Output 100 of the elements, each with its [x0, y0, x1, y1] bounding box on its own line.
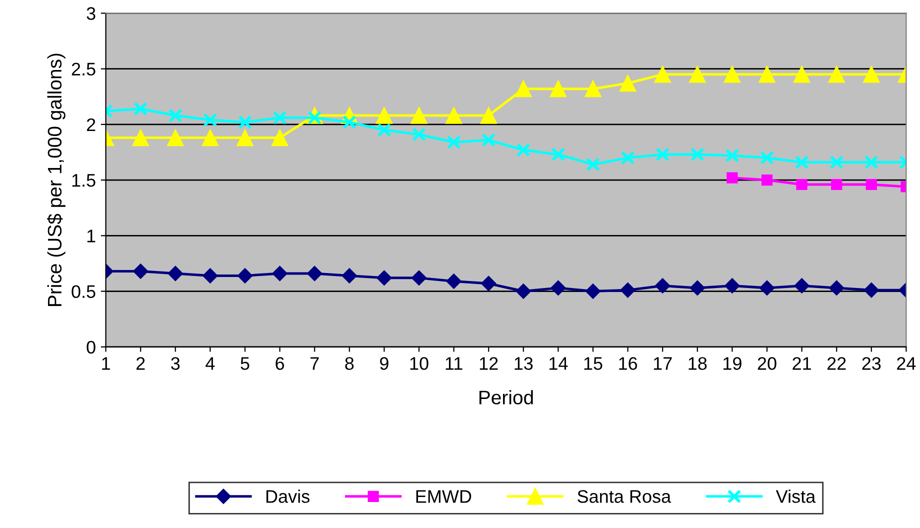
- x-tick-label: 12: [480, 357, 498, 370]
- x-tick-label: 16: [619, 357, 638, 370]
- point: [446, 135, 461, 150]
- x-tick-label: 13: [514, 357, 533, 370]
- legend-label: Santa Rosa: [578, 490, 672, 503]
- y-tick-label: 3: [86, 7, 96, 20]
- point: [794, 278, 810, 294]
- x-tick-label: 7: [310, 357, 319, 370]
- point: [550, 80, 567, 98]
- point: [202, 268, 218, 284]
- point: [272, 266, 288, 282]
- point: [376, 107, 393, 124]
- point: [445, 107, 462, 124]
- point: [725, 148, 740, 163]
- point: [238, 115, 252, 130]
- x-tick-label: 24: [897, 357, 916, 370]
- point: [726, 172, 738, 184]
- point: [551, 148, 566, 162]
- point: [689, 66, 706, 83]
- x-tick-label: 18: [688, 357, 707, 370]
- point: [480, 107, 497, 124]
- point: [794, 155, 809, 170]
- point: [620, 282, 636, 298]
- point: [656, 148, 670, 162]
- x-tick-label: 22: [827, 357, 846, 370]
- point: [307, 266, 322, 282]
- x-tick-label: 19: [724, 357, 742, 370]
- point: [793, 66, 810, 83]
- x-tick-label: 10: [410, 357, 428, 370]
- point: [410, 107, 428, 124]
- point: [655, 278, 670, 294]
- x-tick-label: 3: [171, 357, 180, 370]
- y-tick-label: 0: [86, 340, 96, 354]
- point: [412, 127, 426, 142]
- point: [866, 178, 877, 190]
- point: [724, 66, 741, 83]
- point: [132, 129, 149, 146]
- point: [690, 148, 704, 162]
- point: [446, 274, 462, 289]
- point: [134, 102, 148, 116]
- x-axis-title: Period: [479, 390, 533, 404]
- point: [376, 270, 392, 286]
- point: [515, 80, 532, 98]
- y-tick-label: 1.5: [72, 174, 96, 187]
- point: [619, 74, 636, 92]
- x-tick-label: 15: [584, 357, 602, 370]
- point: [202, 129, 219, 146]
- x-tick-label: 11: [446, 357, 462, 370]
- x-tick-label: 1: [102, 357, 110, 370]
- point: [758, 66, 776, 83]
- point: [342, 268, 357, 284]
- point: [516, 143, 530, 157]
- point: [796, 178, 808, 190]
- point: [203, 113, 218, 127]
- point: [168, 108, 182, 122]
- x-tick-label: 6: [276, 357, 284, 370]
- y-axis-title: Price (US$ per 1,000 gallons): [46, 54, 66, 306]
- point: [236, 129, 254, 146]
- point: [759, 280, 775, 296]
- point: [724, 278, 740, 294]
- point: [550, 280, 566, 296]
- x-tick-label: 9: [380, 357, 388, 370]
- point: [829, 280, 844, 296]
- point: [830, 155, 844, 170]
- point: [760, 150, 774, 165]
- point: [271, 129, 288, 146]
- point: [272, 110, 287, 125]
- y-tick-label: 2: [86, 118, 96, 131]
- y-tick-label: 1: [87, 230, 96, 242]
- point: [761, 174, 773, 186]
- x-tick-label: 8: [345, 357, 354, 370]
- point: [864, 282, 879, 298]
- point: [516, 284, 531, 299]
- point: [863, 66, 880, 83]
- point: [411, 270, 427, 286]
- point: [864, 155, 878, 170]
- x-tick-label: 5: [240, 357, 250, 370]
- point: [584, 80, 602, 98]
- x-tick-label: 23: [862, 357, 881, 370]
- point: [482, 133, 496, 147]
- point: [585, 284, 601, 299]
- y-tick-label: 2.5: [72, 62, 96, 76]
- point: [167, 129, 184, 146]
- x-tick-label: 14: [550, 357, 568, 370]
- point: [481, 276, 496, 292]
- point: [831, 178, 842, 190]
- y-tick-label: 0.5: [72, 285, 96, 298]
- point: [133, 264, 148, 279]
- point: [377, 123, 392, 137]
- point: [654, 66, 671, 83]
- point: [828, 66, 845, 83]
- legend-label: Vista: [776, 490, 816, 503]
- legend-label: Davis: [266, 490, 310, 503]
- point: [586, 158, 600, 172]
- point: [690, 280, 705, 296]
- x-tick-label: 20: [758, 357, 776, 370]
- point: [620, 150, 635, 165]
- x-tick-label: 21: [792, 357, 811, 370]
- x-tick-label: 17: [654, 357, 672, 370]
- x-tick-label: 2: [136, 357, 145, 370]
